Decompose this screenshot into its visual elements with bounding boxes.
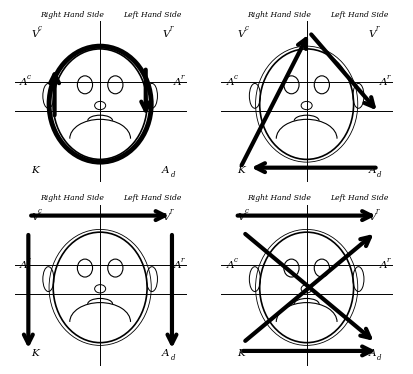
Text: A: A [369,349,376,358]
Text: K: K [237,166,245,175]
Text: r: r [376,207,379,215]
Text: A: A [20,77,28,86]
Text: r: r [387,256,390,264]
Text: A: A [162,349,170,358]
Text: A: A [227,261,234,270]
Text: c: c [38,207,42,215]
Text: d: d [171,171,175,179]
Text: K: K [31,166,39,175]
Text: A: A [369,166,376,175]
Text: r: r [376,24,379,32]
Text: Right Hand Side: Right Hand Side [40,10,104,19]
Text: V: V [31,213,38,222]
Text: r: r [180,73,184,80]
Text: Right Hand Side: Right Hand Side [247,10,311,19]
Text: r: r [387,73,390,80]
Text: A: A [380,77,387,86]
Text: r: r [169,207,173,215]
Text: c: c [27,256,31,264]
Text: V: V [31,30,38,39]
Text: d: d [377,354,382,362]
Text: A: A [227,77,234,86]
Text: r: r [169,24,173,32]
Text: Left Hand Side: Left Hand Side [123,10,182,19]
Text: A: A [173,261,181,270]
Text: Left Hand Side: Left Hand Side [330,194,388,202]
Text: V: V [162,213,170,222]
Text: A: A [162,166,170,175]
Text: c: c [233,73,237,80]
Text: r: r [180,256,184,264]
Text: A: A [173,77,181,86]
Text: c: c [27,73,31,80]
Text: V: V [237,213,245,222]
Text: A: A [380,261,387,270]
Text: c: c [233,256,237,264]
Text: d: d [171,354,175,362]
Text: Left Hand Side: Left Hand Side [123,194,182,202]
Text: V: V [162,30,170,39]
Text: V: V [237,30,245,39]
Text: Right Hand Side: Right Hand Side [40,194,104,202]
Text: Left Hand Side: Left Hand Side [330,10,388,19]
Text: c: c [244,24,248,32]
Text: K: K [31,349,39,358]
Text: c: c [244,207,248,215]
Text: c: c [38,24,42,32]
Text: d: d [377,171,382,179]
Text: A: A [20,261,28,270]
Text: Right Hand Side: Right Hand Side [247,194,311,202]
Text: V: V [369,213,376,222]
Text: V: V [369,30,376,39]
Text: K: K [237,349,245,358]
